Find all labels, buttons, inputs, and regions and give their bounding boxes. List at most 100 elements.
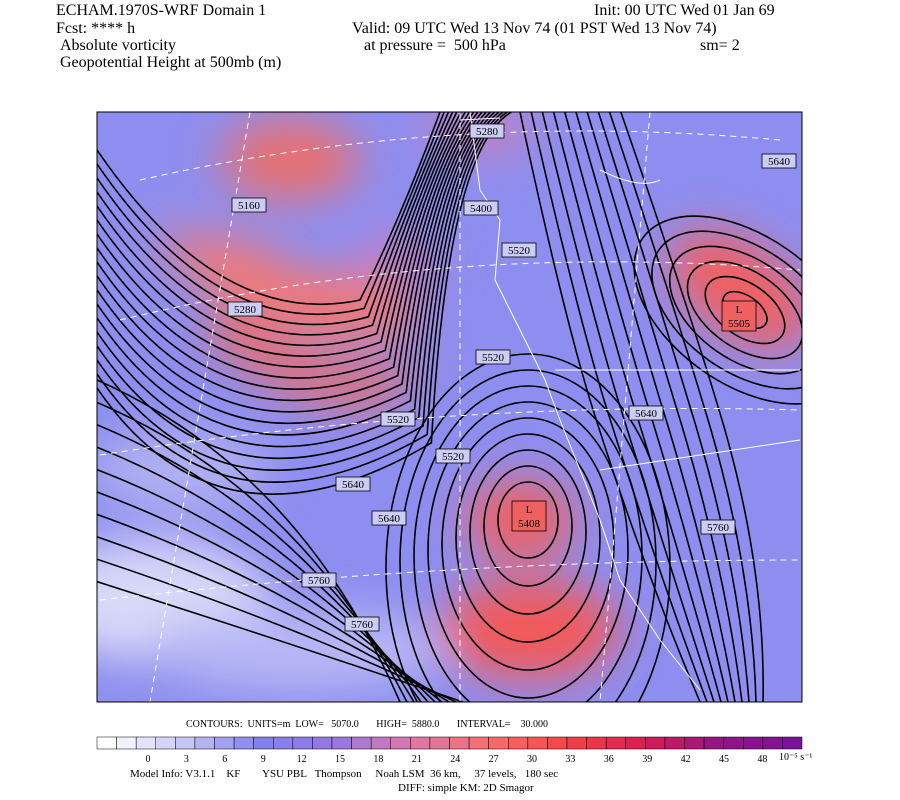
contour <box>541 112 715 702</box>
colorbar-box <box>586 736 607 750</box>
contour <box>97 112 471 379</box>
colorbar-box <box>508 736 529 750</box>
colorbar-box <box>703 736 724 750</box>
contour <box>586 112 743 702</box>
label-box <box>700 519 736 535</box>
colorbar-box <box>273 736 294 750</box>
colorbar-box <box>312 736 333 750</box>
colorbar-box <box>625 736 646 750</box>
contour <box>97 112 458 347</box>
label-box <box>371 510 407 526</box>
colorbar-tick-label: 45 <box>719 754 729 765</box>
colorbar-box <box>605 736 627 750</box>
contour-label: 5400 <box>470 203 493 215</box>
colorbar-box <box>214 736 235 750</box>
contour <box>530 112 708 702</box>
colorbar-box <box>331 736 352 750</box>
colorbar-units: 10⁻⁵ s⁻¹ <box>779 752 812 763</box>
label-box <box>380 411 416 427</box>
contour <box>469 449 587 615</box>
contour <box>97 558 457 702</box>
contour <box>552 112 722 702</box>
label-box <box>501 242 537 258</box>
colorbar-box <box>116 736 137 750</box>
contour-label: 5520 <box>442 451 465 463</box>
colorbar-tick-label: 27 <box>489 754 499 765</box>
colorbar-box <box>566 736 587 750</box>
colorbar-box <box>155 736 176 750</box>
colorbar-box <box>410 736 431 750</box>
contour <box>97 536 450 702</box>
colorbar-box <box>684 736 705 750</box>
contour <box>668 245 802 375</box>
colorbar-box <box>723 736 744 750</box>
contour-label: 5280 <box>476 126 499 138</box>
label-box <box>761 153 797 169</box>
contour <box>399 369 657 702</box>
low-symbol: L <box>526 504 533 516</box>
label-box <box>231 197 267 213</box>
colorbar-tick-label: 30 <box>527 754 537 765</box>
low-box <box>721 300 757 332</box>
map-border <box>96 111 803 703</box>
contour-label: 5520 <box>387 414 410 426</box>
contour <box>97 112 487 425</box>
contour <box>97 513 443 702</box>
colorbar-tick-label: 15 <box>335 754 345 765</box>
contour <box>441 417 615 671</box>
contour <box>97 112 475 390</box>
contour-labels: 5280 5160 5400 5520 5640 5280 5520 5520 5640 5520… <box>227 123 797 632</box>
contour <box>385 353 671 702</box>
contour <box>97 112 466 368</box>
low-value: 5505 <box>728 318 751 330</box>
contour <box>686 260 802 360</box>
colorbar-tick-label: 21 <box>412 754 422 765</box>
contour <box>633 215 802 405</box>
colorbar-box <box>743 736 764 750</box>
contour <box>97 112 454 336</box>
colorbar-box <box>292 736 313 750</box>
contour <box>497 481 559 559</box>
label-box <box>469 123 505 139</box>
contour-label: 5760 <box>351 619 374 631</box>
contour <box>564 112 729 702</box>
colorbar-tick-label: 6 <box>222 754 227 765</box>
label-box <box>335 476 371 492</box>
colorbar-tick-label: 18 <box>373 754 383 765</box>
colorbar-box <box>664 736 685 750</box>
colorbar-tick-label: 36 <box>604 754 614 765</box>
contour <box>97 112 483 413</box>
label-box <box>463 200 499 216</box>
pressure-level: at pressure = 500 hPa <box>364 37 506 54</box>
contour-label: 5760 <box>707 522 730 534</box>
contour-label: 5520 <box>482 352 505 364</box>
contour-label: 5160 <box>238 200 261 212</box>
model-title: ECHAM.1970S-WRF Domain 1 <box>56 2 267 19</box>
contour <box>427 401 629 699</box>
colorbar-box <box>782 736 803 750</box>
low-value: 5408 <box>518 518 541 530</box>
contour <box>97 112 500 460</box>
contour <box>608 112 757 702</box>
colorbar-box <box>488 736 509 750</box>
contour <box>575 112 736 702</box>
contour <box>651 230 802 390</box>
contour <box>97 112 450 326</box>
valid-time: Valid: 09 UTC Wed 13 Nov 74 (01 PST Wed … <box>352 20 717 37</box>
colorbar-tick-label: 33 <box>565 754 575 765</box>
low-box <box>511 500 547 532</box>
colorbar-box <box>194 736 215 750</box>
contour <box>620 112 764 702</box>
label-box <box>227 301 263 317</box>
contour <box>97 112 462 357</box>
field-name: Absolute vorticity <box>60 37 176 54</box>
contour <box>97 580 464 702</box>
contour <box>483 465 573 587</box>
colorbar-box <box>370 736 391 750</box>
contour-field-name: Geopotential Height at 500mb (m) <box>60 54 282 71</box>
contour <box>97 112 508 483</box>
contour-label: 5760 <box>308 575 331 587</box>
diff-info: DIFF: simple KM: 2D Smagor <box>398 782 534 794</box>
